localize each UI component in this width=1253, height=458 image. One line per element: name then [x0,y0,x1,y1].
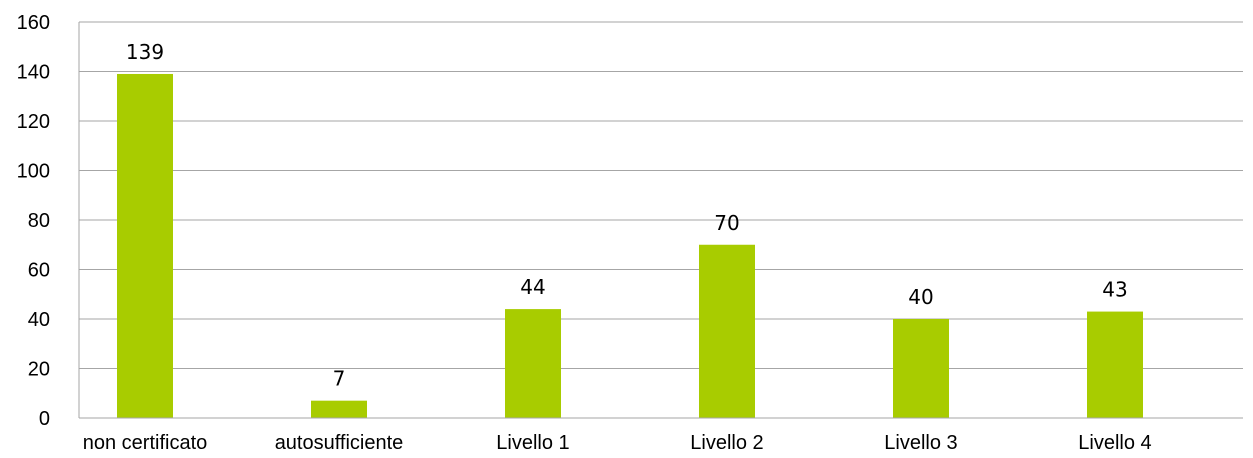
y-tick-label: 140 [17,62,50,84]
y-tick-label: 80 [28,210,50,232]
data-labels: 139 7 44 70 40 43 [126,40,1128,391]
y-tick-label: 100 [17,161,50,183]
y-axis: 0 20 40 60 80 100 120 140 160 [17,12,80,430]
y-tick-label: 40 [28,309,50,331]
bar [311,400,367,418]
x-tick-label: Livello 3 [884,432,957,454]
bar [1087,311,1143,418]
gridlines [79,21,1243,369]
y-tick-label: 120 [17,111,50,133]
bars [117,73,1143,418]
x-tick-label: autosufficiente [275,432,404,454]
x-axis: non certificato autosufficiente Livello 1 L… [79,417,1243,454]
y-tick-label: 160 [17,12,50,34]
data-label: 40 [908,285,933,309]
y-tick-label: 0 [39,408,50,430]
data-label: 43 [1102,278,1127,302]
x-tick-label: Livello 1 [496,432,569,454]
bar [699,244,755,418]
data-label: 139 [126,40,164,64]
bar [505,309,561,418]
bar [893,319,949,418]
data-label: 7 [333,367,346,391]
data-label: 70 [714,211,739,235]
bar [117,73,173,418]
x-tick-label: non certificato [83,432,208,454]
x-tick-label: Livello 4 [1078,432,1151,454]
y-tick-label: 20 [28,359,50,381]
y-tick-label: 60 [28,260,50,282]
x-tick-label: Livello 2 [690,432,763,454]
data-label: 44 [520,275,545,299]
